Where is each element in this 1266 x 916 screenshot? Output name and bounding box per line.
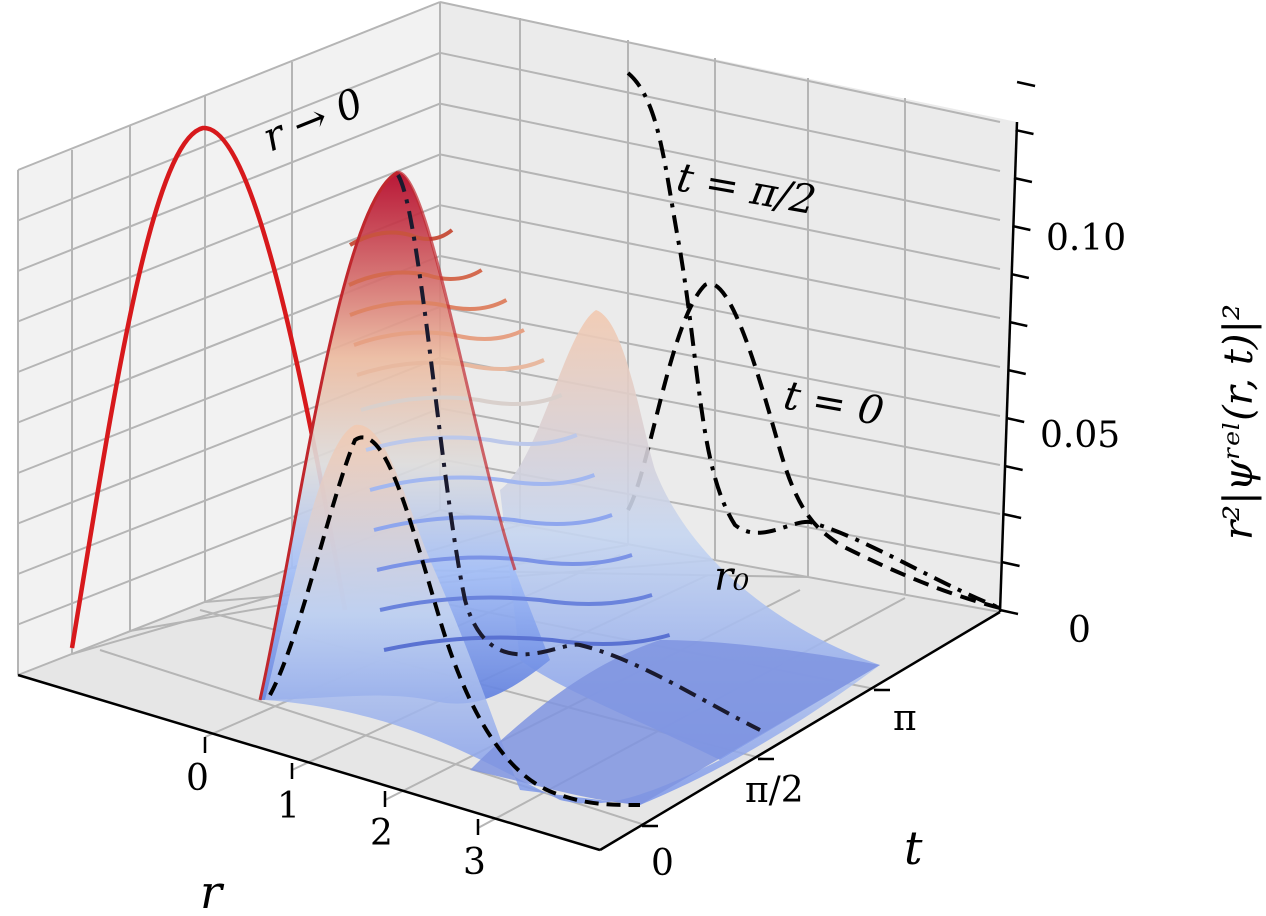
grid-left-h [17,153,441,323]
x-tick-label-1: 1 [277,786,300,827]
grid-right-h [439,102,1001,221]
z-tick [1007,368,1027,376]
contour-ring [365,433,578,452]
ridge-edge-left [258,170,399,701]
x-axis-label: r [200,865,225,916]
x-tick-label-2: 2 [370,813,393,854]
y-ticks [642,688,890,828]
z-tick [1012,224,1031,232]
ridge-edge-right [397,170,517,571]
contour-ring [379,593,653,612]
z-tick [1013,176,1033,184]
z-tick-label-1: 0.05 [1040,415,1120,456]
surface-back-hump [500,310,880,760]
surface-front-hump [265,424,880,805]
x-tick-label-3: 3 [463,842,486,883]
contour-ring [348,228,454,247]
z-tick [1004,464,1023,472]
grid-right-h [439,255,1001,368]
projection-curve-t0 [626,281,1001,610]
annotation-r0: r₀ [714,554,749,600]
y-tick-label-0: 0 [651,843,674,884]
contour-lines [348,228,671,652]
projection-curve-r0 [69,125,348,649]
grid-right-h [439,356,1001,466]
z-tick-label-2: 0.10 [1046,218,1126,259]
axis-lines [17,121,1019,852]
contour-ring [356,358,545,377]
grid-right-h [439,51,1001,172]
grid-left-h [17,51,441,222]
slice-t0 [268,435,641,807]
grid-right-h [439,204,1001,319]
contour-ring [373,513,613,532]
y-axis-label: t [904,821,923,875]
x-tick-label-0: 0 [186,758,209,799]
grid-left-h [17,102,441,272]
contour-ring [348,268,483,287]
grid-right-h [439,407,1001,515]
contour-ring [349,298,508,317]
y-tick-label-2: π [893,698,917,739]
z-tick [1010,272,1030,280]
grid-right-h [439,153,1001,270]
x-ticks [203,737,480,835]
z-tick [1002,512,1022,520]
y-tick-label-1: π/2 [745,770,804,811]
grid-right-h [439,305,1001,417]
z-tick [1015,128,1034,136]
grid-left-h [17,1,441,171]
contour-ring [383,633,671,652]
z-tick [1009,320,1028,328]
contour-ring [376,553,633,572]
projection-curve-t-pi-2 [626,71,1001,610]
z-ticks [999,80,1036,616]
z-tick [1005,416,1025,424]
surface-tail [470,640,880,805]
grid-right-h [439,1,1001,123]
contour-ring [369,473,596,492]
z-tick [1001,560,1020,568]
z-tick-label-0: 0 [1068,610,1091,651]
z-axis-label: r²|ψʳᵉˡ(r, t)|² [1216,304,1262,540]
z-tick [1016,80,1036,88]
contour-ring [360,393,563,412]
slice-t-pi-2 [396,173,761,732]
z-tick [999,608,1019,616]
